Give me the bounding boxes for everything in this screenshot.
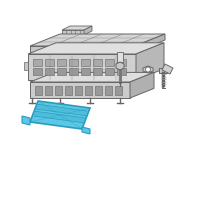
- Bar: [93, 59, 102, 66]
- Polygon shape: [24, 62, 28, 70]
- Bar: [105, 59, 114, 66]
- Polygon shape: [22, 116, 30, 125]
- Bar: [65, 86, 72, 95]
- Polygon shape: [62, 26, 92, 30]
- Polygon shape: [28, 43, 164, 54]
- Bar: [45, 68, 54, 75]
- Polygon shape: [30, 101, 90, 129]
- Polygon shape: [30, 72, 154, 82]
- Bar: [105, 86, 112, 95]
- Bar: [115, 86, 122, 95]
- Bar: [81, 68, 90, 75]
- Polygon shape: [28, 54, 136, 80]
- Bar: [117, 68, 126, 75]
- Polygon shape: [130, 72, 154, 98]
- Bar: [69, 59, 78, 66]
- Bar: [117, 59, 126, 66]
- Bar: [85, 86, 92, 95]
- Bar: [93, 68, 102, 75]
- Bar: [35, 86, 42, 95]
- Bar: [57, 68, 66, 75]
- Bar: [69, 68, 78, 75]
- Polygon shape: [30, 34, 165, 46]
- Polygon shape: [30, 46, 135, 52]
- Bar: [95, 86, 102, 95]
- Polygon shape: [30, 82, 130, 98]
- Bar: [33, 68, 42, 75]
- Polygon shape: [34, 111, 85, 123]
- Polygon shape: [136, 43, 164, 80]
- Polygon shape: [143, 66, 153, 73]
- Bar: [55, 86, 62, 95]
- Polygon shape: [62, 30, 84, 35]
- Bar: [117, 52, 123, 62]
- Polygon shape: [162, 64, 173, 74]
- Circle shape: [146, 67, 151, 72]
- Polygon shape: [116, 62, 124, 70]
- Bar: [105, 68, 114, 75]
- Bar: [45, 59, 54, 66]
- Bar: [33, 59, 42, 66]
- Bar: [75, 86, 82, 95]
- Polygon shape: [135, 34, 165, 52]
- Bar: [45, 86, 52, 95]
- Bar: [159, 68, 167, 73]
- Polygon shape: [36, 104, 87, 116]
- Polygon shape: [84, 26, 92, 35]
- Bar: [81, 59, 90, 66]
- Polygon shape: [82, 127, 90, 134]
- Bar: [57, 59, 66, 66]
